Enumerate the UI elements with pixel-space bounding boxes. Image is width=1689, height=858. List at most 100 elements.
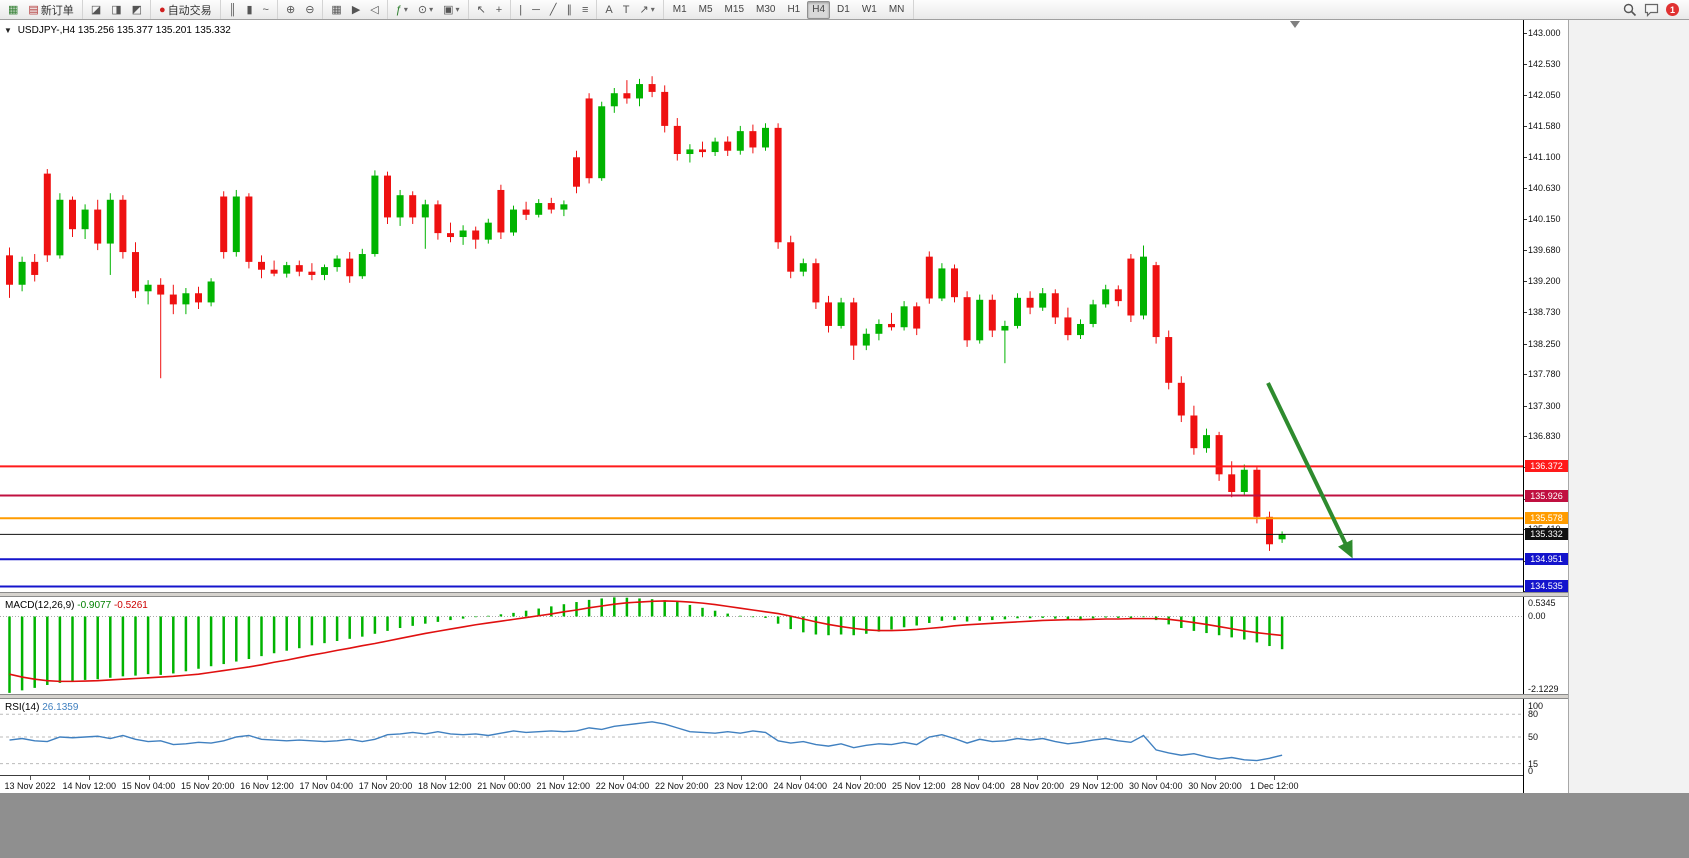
time-axis-tick <box>207 776 209 780</box>
periods-button[interactable]: ⊙ ▾ <box>414 1 437 19</box>
auto-trading-button[interactable]: ● 自动交易 <box>155 1 216 19</box>
line-chart-button[interactable]: ~ <box>259 1 273 19</box>
time-axis-tick <box>30 776 31 780</box>
symbol-period-label: USDJPY-,H4 <box>17 25 76 36</box>
arrows-button[interactable]: ↗ ▾ <box>636 1 659 19</box>
timeframe-w1-button[interactable]: W1 <box>861 4 877 15</box>
hline-price-badge: 134.535 <box>1525 580 1568 593</box>
time-axis-tick <box>267 776 268 780</box>
price-axis-tick <box>1524 312 1527 314</box>
new-order-button[interactable]: ▤ 新订单 <box>24 1 77 19</box>
price-axis-tick <box>1524 219 1527 221</box>
text-label-button[interactable]: T <box>619 1 634 19</box>
rsi-panel[interactable]: RSI(14) 26.1359 <box>0 699 1523 775</box>
price-axis-tick <box>1524 33 1527 35</box>
toolbar-group-trading: ● 自动交易 <box>151 0 221 19</box>
macd-histogram <box>8 597 1284 693</box>
candlestick-chart-icon: ▮ <box>246 3 253 16</box>
fibonacci-button[interactable]: ≡ <box>578 1 592 19</box>
time-axis-tick <box>148 776 150 780</box>
timeframe-m30-button[interactable]: M30 <box>756 4 776 15</box>
price-axis-label: 138.250 <box>1528 338 1561 349</box>
vertical-line-button[interactable]: | <box>515 1 526 19</box>
auto-scroll-button[interactable]: ▶ <box>348 1 364 19</box>
timeframe-mn-button[interactable]: MN <box>888 4 905 15</box>
chart-shift-marker[interactable] <box>1290 21 1300 28</box>
chat-icon[interactable] <box>1644 3 1659 17</box>
panel-splitter-macd[interactable] <box>0 592 1568 597</box>
line-chart-icon: ~ <box>262 3 269 16</box>
time-axis[interactable]: 13 Nov 2022 14 Nov 12:00 15 Nov 04:00 15 No… <box>0 775 1523 793</box>
search-icon[interactable] <box>1623 3 1637 17</box>
price-chart-panel[interactable]: ▼ USDJPY-,H4 135.256 135.377 135.201 135… <box>0 20 1523 592</box>
auto-trading-icon: ● <box>159 3 166 16</box>
crosshair-button[interactable]: + <box>492 1 506 19</box>
zoom-in-icon: ⊕ <box>285 3 296 16</box>
horizontal-lines[interactable] <box>0 465 1523 588</box>
timeframe-m1-button[interactable]: M1 <box>672 4 687 15</box>
price-chart-canvas[interactable] <box>0 20 1523 592</box>
macd-axis-label: 0.5345 <box>1528 598 1556 608</box>
price-axis-label: 137.780 <box>1528 369 1561 380</box>
timeframe-d1-button[interactable]: D1 <box>837 4 850 15</box>
text-button[interactable]: A <box>601 1 616 19</box>
macd-main-value: -0.9077 <box>77 600 112 611</box>
time-axis-label: 16 Nov 12:00 <box>240 781 294 791</box>
new-chart-button[interactable]: ▦ <box>4 1 22 19</box>
trendline-icon: ╱ <box>549 3 557 16</box>
new-order-icon: ▤ <box>28 3 39 16</box>
price-axis-label: 136.830 <box>1528 431 1561 442</box>
price-axis-tick <box>1524 343 1527 345</box>
time-axis-tick <box>622 776 624 780</box>
timeframe-m15-button[interactable]: M15 <box>724 4 744 15</box>
time-axis-label: 24 Nov 04:00 <box>773 781 828 791</box>
navigator-button[interactable]: ◩ <box>128 1 146 19</box>
time-axis-tick <box>504 776 505 780</box>
candlestick-chart-button[interactable]: ▮ <box>242 1 256 19</box>
fibonacci-icon: ≡ <box>582 3 589 16</box>
panel-splitter-rsi[interactable] <box>0 694 1568 699</box>
price-axis-tick <box>1524 63 1527 65</box>
zoom-out-button[interactable]: ⊖ <box>301 1 318 19</box>
horizontal-line-icon: ─ <box>532 3 540 16</box>
timeframe-h1-button[interactable]: H1 <box>787 4 801 15</box>
time-axis-label: 23 Nov 12:00 <box>714 781 768 791</box>
price-axis[interactable]: 143.000 142.530 142.050 141.580 141.100 140.6… <box>1523 20 1568 793</box>
trendline-button[interactable]: ╱ <box>546 1 561 19</box>
window-bottom-strip <box>0 793 1689 858</box>
charts-button[interactable]: ◪ <box>87 1 105 19</box>
down-arrow-annotation[interactable] <box>1266 382 1353 559</box>
indicators-button[interactable]: ƒ ▾ <box>392 1 412 19</box>
hline-price-badge: 136.372 <box>1525 460 1568 473</box>
time-axis-label: 29 Nov 12:00 <box>1069 781 1124 791</box>
time-axis-tick <box>385 776 387 780</box>
one-click-trading-icon[interactable]: ▼ <box>4 26 12 35</box>
rsi-canvas[interactable] <box>0 699 1523 775</box>
toolbar-group-windows: ◪ ◨ ◩ <box>83 0 152 19</box>
channel-button[interactable]: ∥ <box>563 1 577 19</box>
macd-canvas[interactable] <box>0 597 1523 694</box>
timeframe-h4-button[interactable]: H4 <box>807 0 831 19</box>
chart-shift-button[interactable]: ◁ <box>366 1 382 19</box>
templates-button[interactable]: ▣ ▾ <box>439 1 463 19</box>
price-axis-label: 141.100 <box>1528 152 1561 163</box>
time-axis-tick <box>859 776 861 780</box>
horizontal-line-button[interactable]: ─ <box>528 1 544 19</box>
notification-badge[interactable]: 1 <box>1666 3 1679 16</box>
toolbar-group-chart-types: ║ ▮ ~ <box>221 0 278 19</box>
timeframe-m5-button[interactable]: M5 <box>698 4 713 15</box>
data-window-button[interactable]: ◨ <box>107 1 125 19</box>
bar-chart-button[interactable]: ║ <box>225 1 241 19</box>
macd-panel[interactable]: MACD(12,26,9) -0.9077 -0.5261 <box>0 597 1523 694</box>
cursor-button[interactable]: ↖ <box>473 1 490 19</box>
zoom-in-button[interactable]: ⊕ <box>282 1 299 19</box>
time-axis-label: 25 Nov 12:00 <box>891 781 946 791</box>
time-axis-tick <box>1096 776 1098 780</box>
tile-windows-button[interactable]: ▦ <box>327 1 345 19</box>
price-axis-tick <box>1524 125 1527 127</box>
price-axis-label: 142.530 <box>1528 58 1561 69</box>
indicators-icon: ƒ <box>395 3 402 16</box>
rsi-axis-label: 50 <box>1528 732 1539 742</box>
time-axis-label: 17 Nov 20:00 <box>358 781 413 791</box>
rsi-header: RSI(14) 26.1359 <box>5 702 78 713</box>
